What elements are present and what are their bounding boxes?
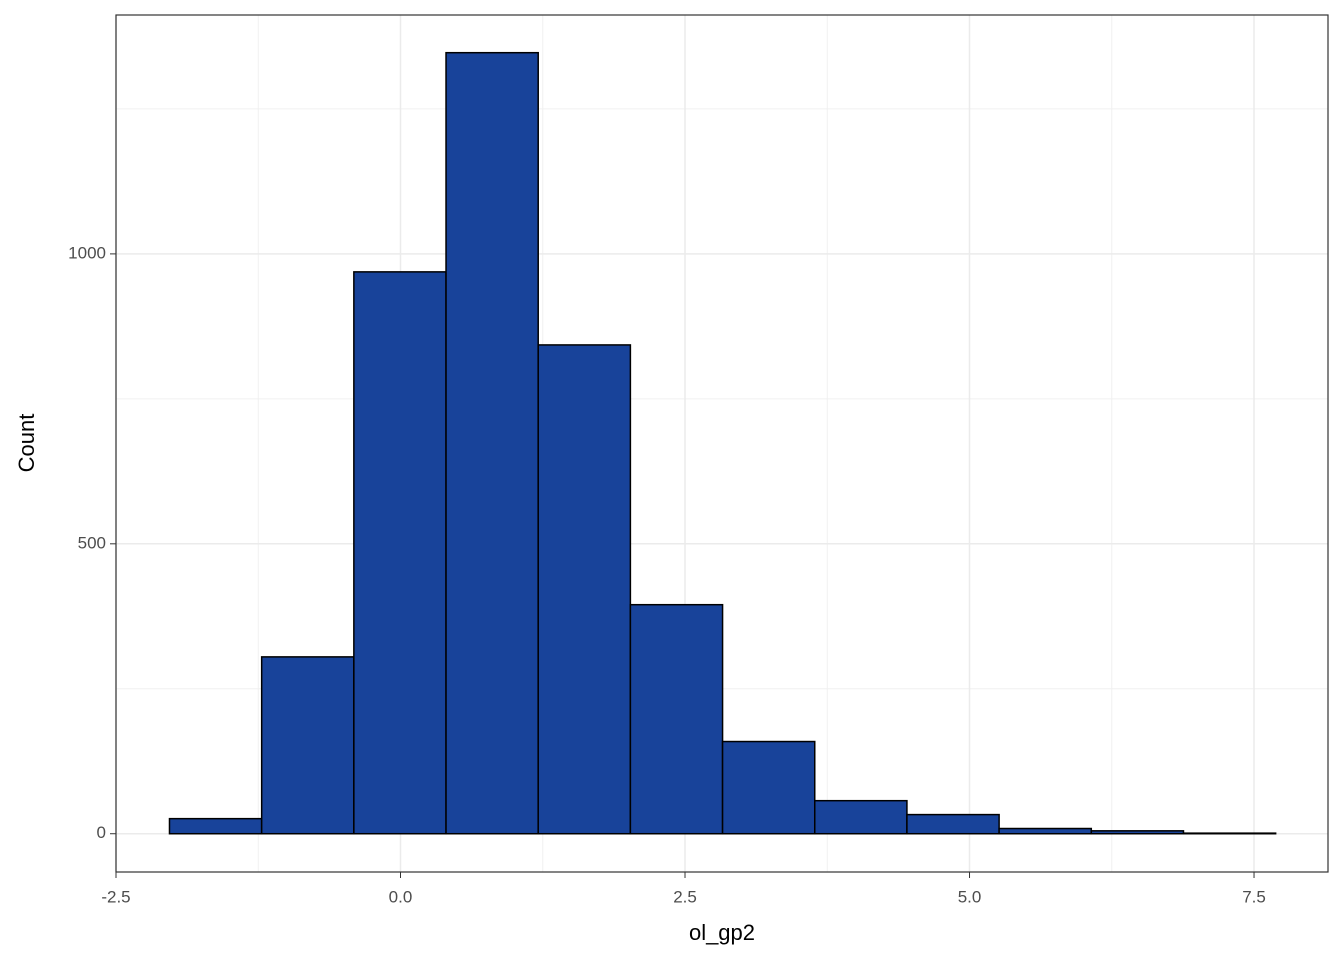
bar bbox=[1182, 832, 1277, 835]
panel-border bbox=[115, 14, 1329, 873]
bar bbox=[998, 827, 1093, 835]
bar bbox=[906, 813, 1000, 835]
bar bbox=[1090, 830, 1185, 835]
x-tick-label: 2.5 bbox=[673, 887, 697, 906]
bar bbox=[353, 271, 447, 835]
bar bbox=[813, 799, 908, 835]
bar bbox=[445, 51, 539, 835]
bar bbox=[168, 817, 263, 835]
bar bbox=[260, 656, 355, 835]
x-axis-title: ol_gp2 bbox=[689, 920, 755, 945]
x-tick-label: -2.5 bbox=[101, 887, 130, 906]
plot: -2.5 0.0 2.5 5.0 7.5 0 500 1000 bbox=[68, 14, 1329, 906]
bar bbox=[537, 344, 632, 835]
y-tick-label: 0 bbox=[97, 823, 106, 842]
bar bbox=[629, 603, 724, 835]
x-tick-label: 0.0 bbox=[389, 887, 413, 906]
x-tick-label: 7.5 bbox=[1242, 887, 1266, 906]
y-tick-label: 500 bbox=[78, 533, 106, 552]
bar bbox=[721, 740, 816, 835]
x-tick-label: 5.0 bbox=[958, 887, 982, 906]
y-tick-label: 1000 bbox=[68, 243, 106, 262]
y-axis-title: Count bbox=[14, 414, 39, 473]
